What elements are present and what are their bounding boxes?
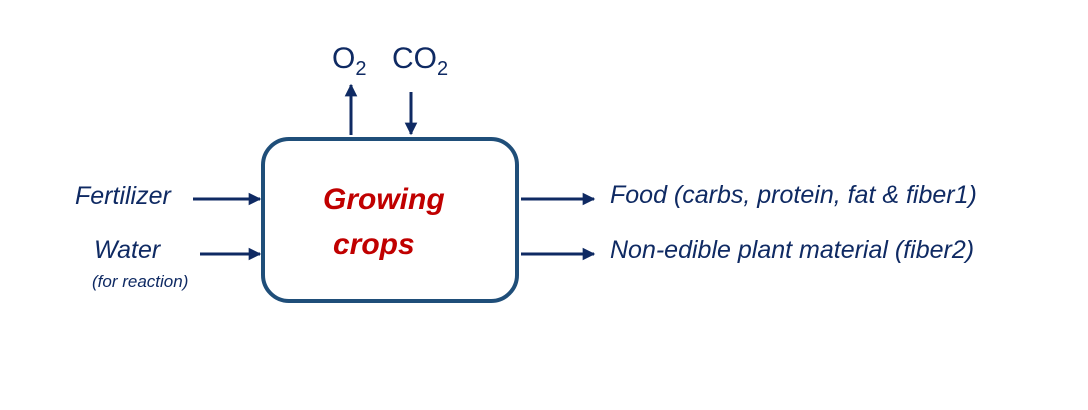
process-box (261, 137, 519, 303)
co2-label: CO2 (392, 42, 448, 79)
output-non-edible: Non-edible plant material (fiber2) (610, 236, 975, 264)
co2-base: CO (392, 42, 437, 75)
co2-subscript: 2 (437, 58, 449, 80)
output-food: Food (carbs, protein, fat & fiber1) (610, 181, 977, 209)
o2-label: O2 (332, 42, 366, 79)
o2-subscript: 2 (355, 58, 367, 80)
process-title-line1: Growing (323, 183, 445, 216)
input-water: Water (94, 236, 161, 264)
o2-base: O (332, 42, 356, 75)
input-fertilizer: Fertilizer (75, 182, 171, 210)
process-title-line2: crops (333, 228, 415, 261)
input-water-note: (for reaction) (92, 272, 189, 291)
